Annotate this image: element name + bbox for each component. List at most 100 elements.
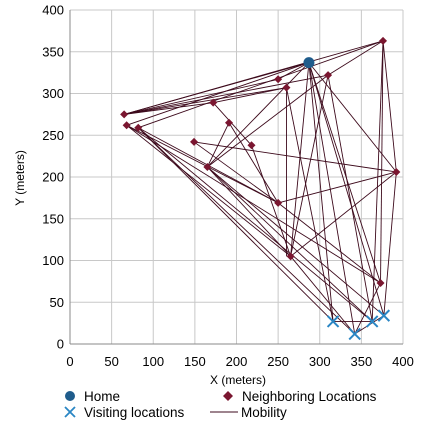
mobility-segment bbox=[126, 124, 381, 284]
x-tick-label: 150 bbox=[184, 354, 206, 369]
plot-frame bbox=[69, 10, 403, 345]
neighboring-location-point bbox=[392, 167, 401, 176]
y-tick-label: 300 bbox=[42, 86, 64, 101]
mobility-segment bbox=[137, 127, 356, 335]
neighboring-location-point bbox=[282, 83, 291, 92]
mobility-segment bbox=[228, 122, 279, 204]
mobility-segment bbox=[286, 87, 334, 322]
mobility-segment bbox=[277, 62, 310, 80]
visiting-location-point bbox=[348, 327, 361, 341]
y-tick-label: 50 bbox=[50, 295, 64, 310]
mobility-segment bbox=[290, 75, 329, 257]
legend-item-home: Home bbox=[65, 389, 120, 404]
legend-visiting-label: Visiting locations bbox=[84, 405, 185, 420]
mobility-segment bbox=[382, 40, 397, 173]
neighboring-location-point bbox=[209, 98, 218, 107]
y-tick-label: 350 bbox=[42, 44, 64, 59]
mobility-segment bbox=[371, 40, 384, 322]
x-tick-label: 200 bbox=[226, 354, 248, 369]
mobility-segment bbox=[124, 78, 279, 115]
y-tick-label: 200 bbox=[42, 170, 64, 185]
legend-mobility-label: Mobility bbox=[241, 405, 287, 420]
x-axis-label: X (meters) bbox=[210, 373, 266, 387]
mobility-segment bbox=[380, 40, 384, 284]
neighboring-location-point bbox=[120, 110, 129, 119]
mobility-segment bbox=[327, 75, 373, 322]
neighboring-location-point bbox=[247, 141, 256, 150]
mobility-segment bbox=[383, 171, 397, 316]
y-tick-label: 100 bbox=[42, 253, 64, 268]
mobility-segment bbox=[278, 171, 397, 204]
home-point bbox=[303, 57, 315, 69]
y-axis-label: Y (meters) bbox=[13, 150, 27, 206]
mobility-segment bbox=[124, 102, 214, 115]
legend-home-marker bbox=[65, 391, 75, 401]
x-tick-label: 400 bbox=[392, 354, 414, 369]
neighboring-location-point bbox=[225, 118, 234, 127]
legend-neighboring-label: Neighboring Locations bbox=[242, 389, 377, 404]
mobility-segment bbox=[137, 127, 373, 322]
mobility-segment bbox=[207, 74, 329, 168]
mobility-lines bbox=[123, 40, 397, 335]
y-tick-label: 250 bbox=[42, 128, 64, 143]
mobility-segment bbox=[327, 40, 384, 76]
neighboring-location-point bbox=[274, 198, 283, 207]
neighboring-location-point bbox=[190, 137, 199, 146]
grid-lines bbox=[69, 9, 404, 345]
mobility-segment bbox=[193, 141, 397, 173]
y-tick-label: 150 bbox=[42, 211, 64, 226]
mobility-segment bbox=[126, 124, 291, 257]
mobility-segment bbox=[123, 62, 310, 115]
visiting-location-point bbox=[326, 315, 340, 328]
mobility-segment bbox=[138, 40, 384, 129]
mobility-segment bbox=[137, 127, 334, 322]
markers bbox=[120, 36, 401, 341]
mobility-segment bbox=[308, 62, 385, 316]
mobility-segment bbox=[207, 166, 291, 257]
legend-neighboring-marker bbox=[223, 391, 233, 401]
neighboring-location-point bbox=[203, 162, 212, 171]
mobility-segment bbox=[126, 124, 279, 204]
mobility-segment bbox=[124, 87, 287, 115]
mobility-segment bbox=[277, 202, 381, 284]
visiting-location-point bbox=[377, 309, 391, 322]
x-tick-label: 100 bbox=[142, 354, 164, 369]
mobility-segment bbox=[308, 62, 397, 173]
mobility-segment bbox=[126, 62, 310, 126]
neighboring-location-point bbox=[286, 252, 295, 261]
neighboring-location-point bbox=[134, 123, 143, 132]
neighboring-location-point bbox=[376, 279, 385, 288]
mobility-segment bbox=[207, 62, 310, 168]
legend-home-label: Home bbox=[84, 389, 120, 404]
mobility-segment bbox=[212, 102, 252, 146]
legend-visiting-marker bbox=[64, 406, 76, 418]
visiting-location-point bbox=[365, 315, 379, 328]
mobility-segment bbox=[193, 141, 279, 204]
mobility-segment bbox=[308, 62, 381, 284]
mobility-segment bbox=[251, 145, 292, 257]
neighboring-location-point bbox=[122, 121, 131, 130]
mobility-segment bbox=[206, 122, 230, 168]
mobility-segment bbox=[290, 171, 397, 257]
mobility-segment bbox=[308, 62, 356, 335]
x-tick-label: 250 bbox=[267, 354, 289, 369]
neighboring-location-point bbox=[379, 36, 388, 45]
legend-item-neighboring: Neighboring Locations bbox=[223, 389, 377, 404]
legend-item-visiting: Visiting locations bbox=[64, 405, 185, 420]
x-tick-label: 350 bbox=[351, 354, 373, 369]
y-tick-label: 0 bbox=[57, 337, 64, 352]
y-tick-label: 400 bbox=[42, 3, 64, 18]
mobility-segment bbox=[207, 166, 373, 322]
neighboring-location-point bbox=[324, 71, 333, 80]
mobility-segment bbox=[290, 62, 310, 257]
x-tick-label: 0 bbox=[66, 354, 73, 369]
neighboring-location-point bbox=[274, 75, 283, 84]
mobility-segment bbox=[124, 74, 329, 115]
tick-labels: 0 50 100 150 200 250 300 350 400 0 50 100 150 200 250 3… bbox=[42, 3, 414, 370]
legend: Home Neighboring Locations Visiting loca… bbox=[64, 389, 377, 420]
mobility-segment bbox=[354, 282, 381, 335]
x-tick-label: 300 bbox=[309, 354, 331, 369]
legend-item-mobility: Mobility bbox=[210, 405, 287, 420]
mobility-segment bbox=[207, 166, 385, 316]
